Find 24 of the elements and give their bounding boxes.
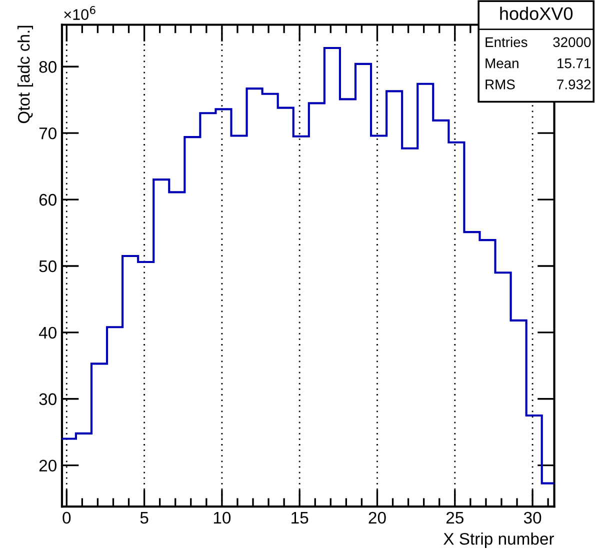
y-tick-label: 80 [39, 61, 56, 73]
annotation: Entries [486, 36, 528, 48]
text: 7.932 [557, 80, 591, 90]
x-tick-label: 5 [140, 512, 148, 524]
y-tick-label: 40 [38, 326, 56, 339]
annotation: RMS [486, 80, 515, 90]
x-tick-label: 0 [62, 512, 71, 524]
y-tick-label: 70 [39, 127, 56, 140]
x-axis-title: X Strip number [444, 532, 554, 548]
y-axis-title: Qtot [adc ch.] [17, 26, 34, 124]
y-tick-label: 20 [39, 460, 56, 472]
annotation: Mean [486, 58, 518, 68]
text: hodoXV0 [500, 6, 573, 20]
y-tick-label: 30 [39, 393, 56, 406]
x-tick-label: 30 [524, 512, 542, 524]
x-tick-label: 10 [214, 512, 231, 524]
y-tick-label: 60 [39, 194, 56, 206]
text: ×10$^{6}$ [64, 6, 96, 20]
x-tick-label: 20 [368, 512, 386, 524]
annotation: 32000 [553, 37, 591, 48]
x-tick-label: 15 [292, 512, 308, 524]
x-tick-label: 25 [446, 512, 464, 524]
text: 15.71 [558, 58, 591, 68]
y-tick-label: 50 [39, 260, 56, 272]
